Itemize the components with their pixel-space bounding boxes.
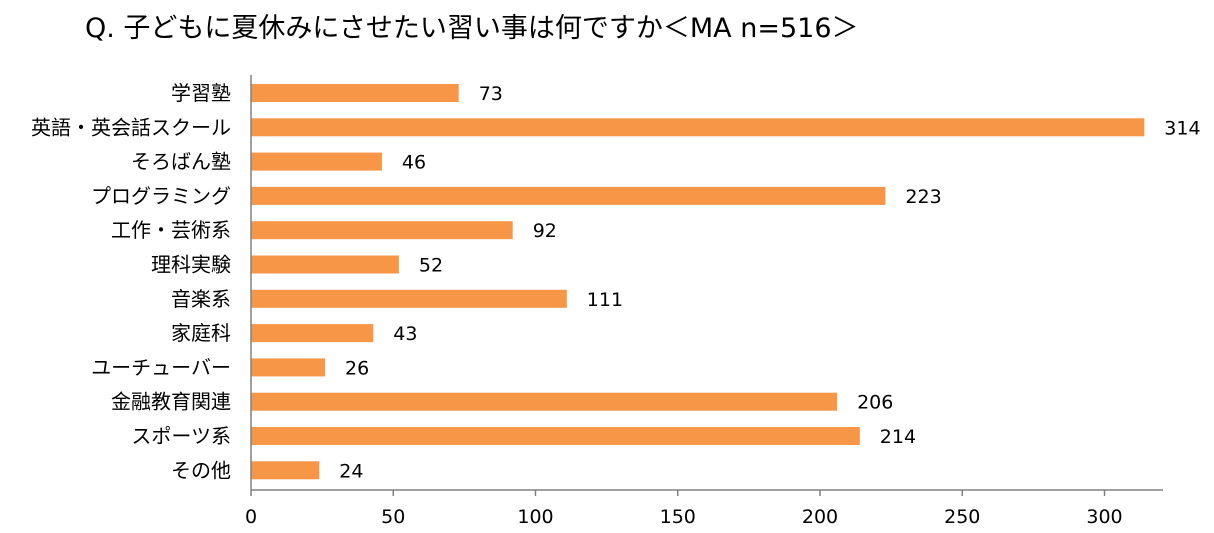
data-label: 73 <box>479 83 503 105</box>
data-label: 206 <box>857 392 893 414</box>
x-tick-label: 100 <box>517 506 553 528</box>
x-tick-label: 150 <box>660 506 696 528</box>
x-tick-label: 300 <box>1086 506 1122 528</box>
category-label: 音楽系 <box>171 287 231 311</box>
bar <box>251 427 860 445</box>
category-label: そろばん塾 <box>131 150 231 174</box>
data-label: 314 <box>1164 117 1200 139</box>
category-label: 英語・英会話スクール <box>31 115 231 139</box>
data-label: 111 <box>587 289 623 311</box>
category-label: 工作・芸術系 <box>111 218 231 242</box>
data-label: 46 <box>402 152 426 174</box>
category-label: 家庭科 <box>171 321 231 345</box>
x-tick-label: 50 <box>381 506 405 528</box>
x-axis: 0 50 100 150 200 250 300 <box>245 75 1163 528</box>
bar <box>251 221 513 240</box>
bar <box>251 186 886 205</box>
bar <box>251 461 320 480</box>
data-label: 26 <box>345 357 369 379</box>
bars-layer: 学習塾 73 英語・英会話スクール 314 そろばん塾 46 プログラミング 223 工作・芸術… <box>31 81 1201 482</box>
bar <box>251 84 459 102</box>
bar <box>251 358 325 377</box>
bar <box>251 118 1145 137</box>
data-label: 92 <box>533 220 557 242</box>
x-tick-label: 200 <box>802 506 838 528</box>
category-label: 理科実験 <box>151 253 231 277</box>
data-label: 52 <box>419 255 443 277</box>
chart-title: Q. 子どもに夏休みにさせたい習い事は何ですか＜MA n=516＞ <box>85 13 859 44</box>
category-label: その他 <box>171 458 231 482</box>
category-label: ユーチューバー <box>91 355 231 379</box>
data-label: 43 <box>393 323 417 345</box>
bar <box>251 392 838 411</box>
bar <box>251 152 382 171</box>
x-tick-label: 0 <box>245 506 257 528</box>
category-label: スポーツ系 <box>131 424 231 448</box>
bar <box>251 255 399 274</box>
category-label: プログラミング <box>91 184 231 208</box>
data-label: 223 <box>905 186 941 208</box>
bar <box>251 324 374 343</box>
data-label: 24 <box>339 460 363 482</box>
category-label: 金融教育関連 <box>111 390 231 414</box>
bar <box>251 289 567 308</box>
data-label: 214 <box>880 426 916 448</box>
x-tick-label: 250 <box>944 506 980 528</box>
category-label: 学習塾 <box>171 81 231 105</box>
